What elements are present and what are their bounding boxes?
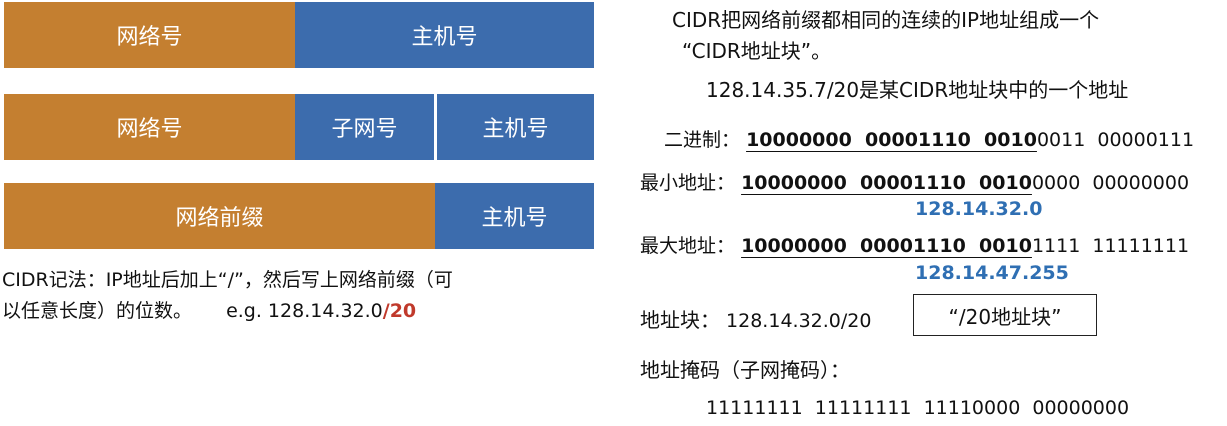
max-decimal: 128.14.47.255 bbox=[915, 262, 1069, 284]
block-name-box: “/20地址块” bbox=[913, 294, 1097, 336]
min-rest: 0000 00000000 bbox=[1031, 172, 1190, 194]
min-address-row: 最小地址： 10000000 00001110 00100000 0000000… bbox=[640, 168, 1189, 195]
cidr-notation-line2: 以任意长度）的位数。 e.g. 128.14.32.0/20 bbox=[2, 296, 416, 323]
title-line2: “CIDR地址块”。 bbox=[682, 39, 832, 63]
host-segment: 主机号 bbox=[435, 183, 594, 249]
binary-row: 二进制： 10000000 00001110 00100011 00000111 bbox=[664, 125, 1194, 152]
example-address: 128.14.35.7/20是某CIDR地址块中的一个地址 bbox=[706, 78, 1129, 102]
prefix-segment: 网络前缀 bbox=[4, 183, 435, 249]
network-segment: 网络号 bbox=[4, 94, 295, 160]
min-decimal: 128.14.32.0 bbox=[915, 198, 1043, 220]
cidr-notation-line1: CIDR记法：IP地址后加上“/”，然后写上网络前缀（可 bbox=[2, 269, 453, 291]
block-label: 地址块： bbox=[640, 308, 720, 332]
max-rest: 1111 11111111 bbox=[1031, 235, 1190, 257]
host-segment: 主机号 bbox=[295, 2, 594, 68]
network-segment: 网络号 bbox=[4, 2, 295, 68]
notation-text: 以任意长度）的位数。 bbox=[2, 300, 193, 322]
title-line1: CIDR把网络前缀都相同的连续的IP地址组成一个 bbox=[672, 8, 1100, 32]
mask-label: 地址掩码（子网掩码）： bbox=[640, 358, 850, 382]
binary-label: 二进制： bbox=[664, 129, 741, 151]
subnet-segment: 子网号 bbox=[295, 94, 437, 160]
address-block-row: 地址块： 128.14.32.0/20 bbox=[640, 304, 871, 333]
example-prefix: e.g. 128.14.32.0 bbox=[226, 300, 383, 322]
example-length: /20 bbox=[382, 300, 417, 322]
bar-classful: 网络号 主机号 bbox=[4, 2, 594, 68]
max-label: 最大地址： bbox=[640, 235, 736, 257]
max-prefix: 10000000 00001110 0010 bbox=[741, 235, 1032, 257]
min-prefix: 10000000 00001110 0010 bbox=[741, 172, 1032, 194]
block-value: 128.14.32.0/20 bbox=[726, 310, 872, 332]
max-address-row: 最大地址： 10000000 00001110 00101111 1111111… bbox=[640, 231, 1189, 258]
bar-cidr: 网络前缀 主机号 bbox=[4, 183, 594, 249]
binary-prefix: 10000000 00001110 0010 bbox=[746, 129, 1037, 151]
host-segment: 主机号 bbox=[437, 94, 594, 160]
min-label: 最小地址： bbox=[640, 172, 736, 194]
bar-subnet: 网络号 子网号 主机号 bbox=[4, 94, 594, 160]
mask-value: 11111111 11111111 11110000 00000000 bbox=[706, 397, 1130, 419]
binary-rest: 0011 00000111 bbox=[1036, 129, 1195, 151]
